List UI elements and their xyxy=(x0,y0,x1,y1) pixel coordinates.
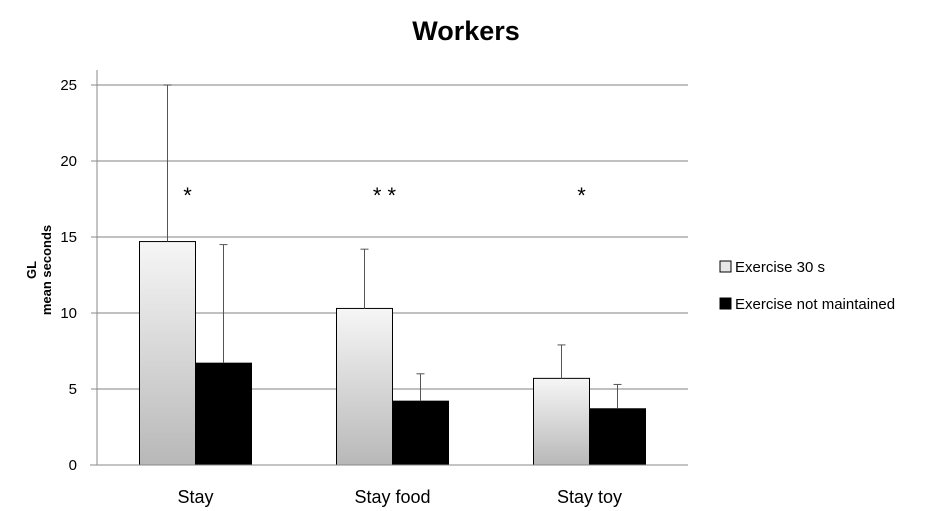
category-label: Stay toy xyxy=(557,487,622,507)
bar-exercise-30s xyxy=(533,377,590,466)
legend-label: Exercise 30 s xyxy=(735,259,825,276)
significance-annotations: * * * * xyxy=(183,183,586,208)
category-labels: Stay Stay food Stay toy xyxy=(177,487,622,507)
legend-swatch xyxy=(719,260,732,273)
y-axis-label-line1: GL xyxy=(24,261,39,279)
bar-exercise-30s xyxy=(139,241,196,466)
bar-exercise-not-maintained xyxy=(195,362,252,466)
y-tick-labels: 0 5 10 15 20 25 xyxy=(60,77,77,474)
y-axis-label-line2: mean seconds xyxy=(39,225,54,315)
y-tick-label: 5 xyxy=(69,381,77,398)
bar-exercise-not-maintained xyxy=(392,400,449,466)
significance-marker: * * xyxy=(373,183,397,208)
chart-title: Workers xyxy=(412,16,520,46)
significance-marker: * xyxy=(183,183,192,208)
bar-exercise-30s xyxy=(336,307,393,466)
bars xyxy=(139,241,646,466)
significance-marker: * xyxy=(577,183,586,208)
category-label: Stay food xyxy=(354,487,430,507)
error-bars xyxy=(163,84,622,409)
y-tick-label: 0 xyxy=(69,457,77,474)
y-tick-label: 15 xyxy=(60,229,77,246)
y-tick-label: 25 xyxy=(60,77,77,94)
bar-exercise-not-maintained xyxy=(589,408,646,466)
category-label: Stay xyxy=(177,487,213,507)
y-tick-label: 10 xyxy=(60,305,77,322)
legend: Exercise 30 s Exercise not maintained xyxy=(719,259,895,313)
legend-swatch xyxy=(719,297,732,310)
y-axis-label: GL mean seconds xyxy=(24,225,54,315)
y-tick-label: 20 xyxy=(60,153,77,170)
legend-label: Exercise not maintained xyxy=(735,296,895,313)
